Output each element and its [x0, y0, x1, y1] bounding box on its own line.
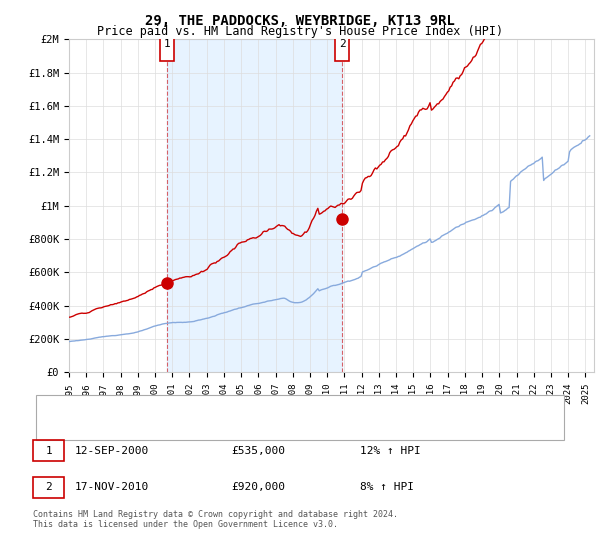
- Text: 1: 1: [45, 446, 52, 456]
- Text: HPI: Average price, detached house, Elmbridge: HPI: Average price, detached house, Elmb…: [84, 422, 365, 432]
- FancyBboxPatch shape: [335, 27, 349, 61]
- Text: 12-SEP-2000: 12-SEP-2000: [75, 446, 149, 456]
- Text: —: —: [54, 403, 68, 418]
- Text: 12% ↑ HPI: 12% ↑ HPI: [360, 446, 421, 456]
- Text: 29, THE PADDOCKS, WEYBRIDGE, KT13 9RL: 29, THE PADDOCKS, WEYBRIDGE, KT13 9RL: [145, 14, 455, 28]
- Text: 2: 2: [45, 482, 52, 492]
- Text: Price paid vs. HM Land Registry's House Price Index (HPI): Price paid vs. HM Land Registry's House …: [97, 25, 503, 38]
- Text: 29, THE PADDOCKS, WEYBRIDGE, KT13 9RL (detached house): 29, THE PADDOCKS, WEYBRIDGE, KT13 9RL (d…: [84, 405, 421, 416]
- Text: 8% ↑ HPI: 8% ↑ HPI: [360, 482, 414, 492]
- Text: £535,000: £535,000: [231, 446, 285, 456]
- FancyBboxPatch shape: [160, 27, 174, 61]
- Text: £920,000: £920,000: [231, 482, 285, 492]
- Text: 1: 1: [164, 39, 170, 49]
- Text: 2: 2: [339, 39, 346, 49]
- Bar: [167, 39, 343, 372]
- Text: Contains HM Land Registry data © Crown copyright and database right 2024.
This d: Contains HM Land Registry data © Crown c…: [33, 510, 398, 529]
- Text: 17-NOV-2010: 17-NOV-2010: [75, 482, 149, 492]
- Text: —: —: [54, 420, 68, 435]
